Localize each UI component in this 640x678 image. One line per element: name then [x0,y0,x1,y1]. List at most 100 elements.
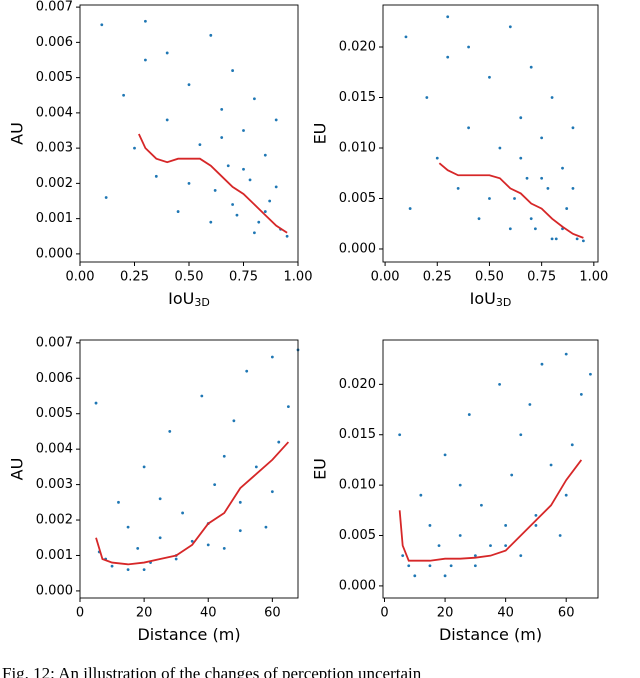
point [264,525,268,529]
point [222,454,226,458]
point [187,83,191,87]
point [253,97,256,101]
x-tick-label: 0 [76,606,84,621]
point [540,362,544,366]
point [142,568,146,572]
x-axis-label: Distance (m) [137,625,240,644]
x-axis-label-sub: 3D [194,296,209,309]
point [274,118,278,122]
point [231,69,235,72]
point [473,554,477,558]
y-tick-label: 0.003 [36,477,73,492]
point [286,405,290,409]
y-axis-label: EU [311,458,330,480]
point [488,75,491,79]
point [110,564,114,568]
point [540,136,544,140]
x-axis-label: IoU3D [168,289,210,310]
point [222,546,226,550]
x-tick-label: 1.00 [284,270,313,285]
point [158,536,162,540]
point [425,96,429,99]
y-tick-label: 0.002 [36,513,73,528]
x-tick-label: 0.50 [475,270,504,285]
x-axis-label: Distance (m) [439,625,542,644]
x-tick-label: 0.25 [423,270,452,285]
point [94,401,98,405]
point [589,372,592,376]
y-tick-label: 0.002 [36,176,73,191]
y-tick-label: 0.000 [339,241,376,256]
point [561,166,564,170]
point [540,176,544,180]
point [419,493,423,497]
x-axis-label-main: IoU [168,289,194,308]
point [117,500,120,504]
point [446,55,450,59]
y-tick-label: 0.020 [339,377,376,392]
point [263,153,267,157]
point [408,207,412,210]
trend-line [398,459,583,562]
point [456,186,460,190]
point [570,443,574,447]
point [477,217,481,221]
x-axis-label-main: Distance (m) [137,625,240,644]
point [144,58,147,62]
y-tick-label: 0.004 [36,442,73,457]
point [136,546,140,550]
point [104,196,108,199]
point [488,197,491,200]
point [443,453,447,457]
point [213,189,217,192]
trend-line [438,162,584,239]
point [533,227,537,231]
y-tick-label: 0.015 [339,90,376,105]
point [550,96,554,99]
point [519,433,523,437]
y-axis-label: AU [8,122,27,145]
x-tick-label: 40 [200,606,217,621]
point [198,143,202,147]
point [575,237,579,241]
point [274,185,278,189]
point [404,35,408,39]
point [508,227,512,231]
point [525,176,529,180]
point [122,93,125,97]
y-tick-label: 0.005 [339,191,376,206]
point [554,237,558,241]
y-tick-label: 0.000 [36,246,73,261]
x-axis-label-sub: 3D [496,296,511,309]
point [428,524,432,527]
point [235,213,239,217]
point [254,465,258,469]
point [579,393,583,396]
point [498,382,501,386]
point [550,237,554,241]
point [263,210,267,213]
x-tick-label: 60 [558,606,575,621]
x-tick-label: 40 [497,606,514,621]
x-tick-label: 0.00 [66,270,95,285]
caption: Fig. 12: An illustration of the changes … [2,664,422,678]
point [144,19,147,23]
point [257,220,261,224]
point [142,465,146,469]
x-axis-label: IoU3D [470,289,512,310]
point [428,564,432,568]
point [519,156,523,160]
point [564,493,568,497]
y-tick-label: 0.005 [339,528,376,543]
point [270,490,274,494]
point [528,403,532,406]
y-tick-label: 0.001 [36,548,73,563]
point [437,544,441,547]
point [238,529,242,533]
point [242,129,245,132]
point [549,463,553,467]
point [165,118,169,122]
point [187,181,191,185]
point [206,543,210,547]
